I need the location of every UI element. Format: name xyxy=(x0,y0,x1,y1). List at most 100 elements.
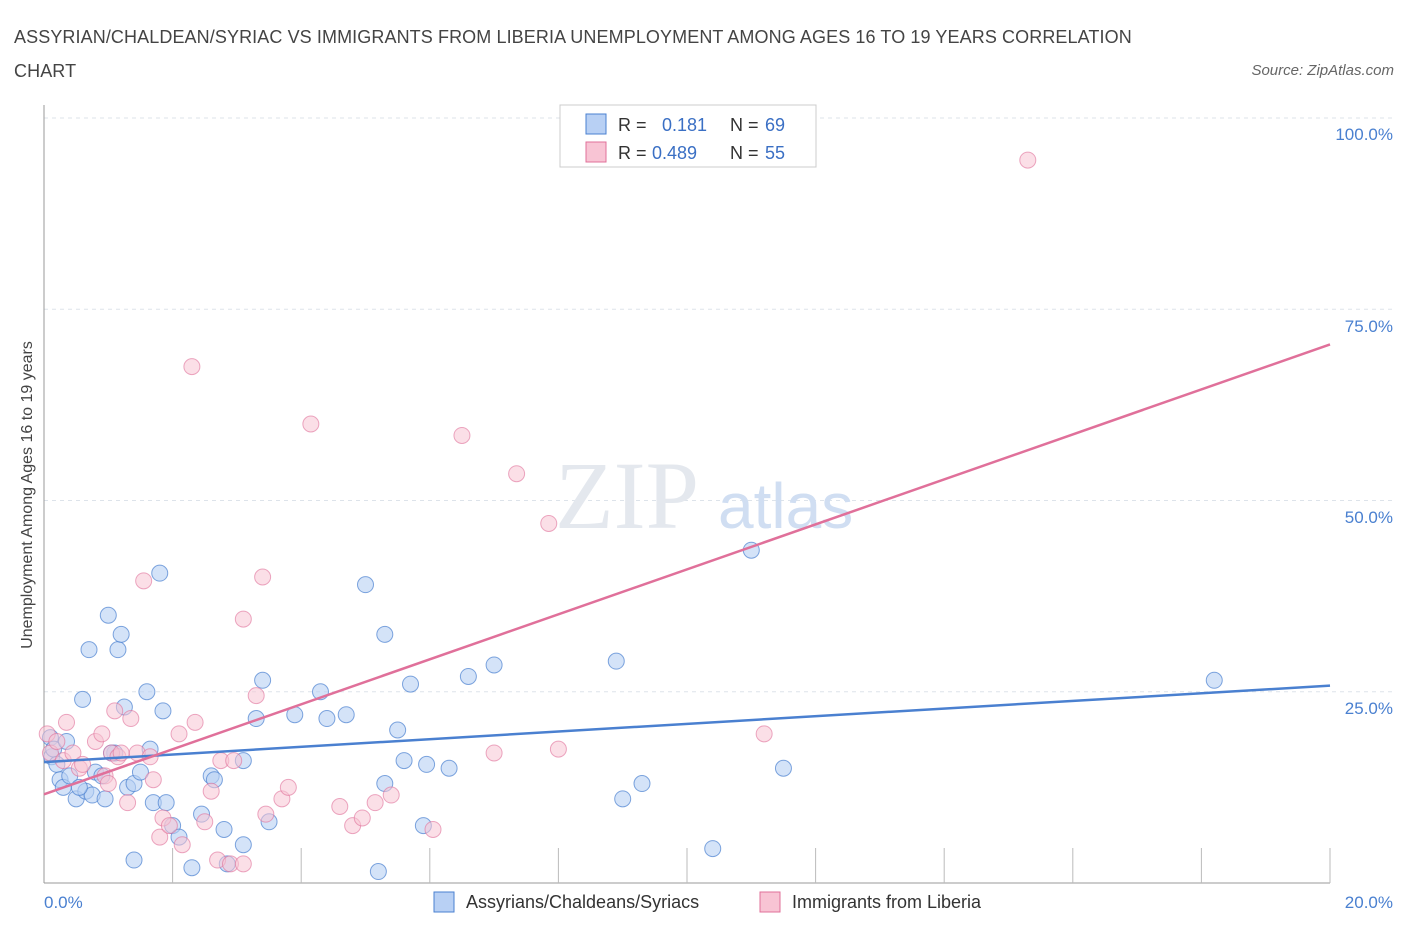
data-point-assyrians xyxy=(459,667,477,685)
data-point-assyrians xyxy=(318,710,336,728)
trend-line-assyrians xyxy=(43,684,1331,764)
data-point-liberia xyxy=(234,855,252,873)
data-point-liberia xyxy=(151,828,169,846)
data-point-assyrians xyxy=(402,675,420,693)
data-point-liberia xyxy=(196,813,214,831)
bottom-legend-swatch-blue xyxy=(433,891,455,913)
data-point-liberia xyxy=(234,610,252,628)
data-point-liberia xyxy=(106,702,124,720)
data-point-assyrians xyxy=(183,859,201,877)
data-point-assyrians xyxy=(154,702,172,720)
data-point-liberia xyxy=(119,794,137,812)
data-point-assyrians xyxy=(74,690,92,708)
data-point-liberia xyxy=(93,725,111,743)
data-point-assyrians xyxy=(337,706,355,724)
trend-line-liberia xyxy=(43,343,1331,796)
data-point-assyrians xyxy=(774,759,792,777)
data-point-liberia xyxy=(135,572,153,590)
data-point-assyrians xyxy=(157,794,175,812)
data-point-assyrians xyxy=(151,564,169,582)
y-tick-label-50: 50.0% xyxy=(1345,508,1393,527)
data-point-liberia xyxy=(58,713,76,731)
series-legend: Assyrians/Chaldeans/Syriacs Immigrants f… xyxy=(433,891,982,913)
x-tick-label-max: 20.0% xyxy=(1345,893,1393,912)
data-point-assyrians xyxy=(395,752,413,770)
bottom-legend-label-1: Assyrians/Chaldeans/Syriacs xyxy=(466,892,699,912)
legend-r-label-2: R = xyxy=(618,143,647,163)
series-liberia-points xyxy=(38,151,1037,873)
legend-r-value-2: 0.489 xyxy=(652,143,697,163)
data-point-liberia xyxy=(1019,151,1037,169)
legend-swatch-pink xyxy=(585,141,607,163)
data-point-assyrians xyxy=(704,840,722,858)
data-point-liberia xyxy=(485,744,503,762)
x-ticks xyxy=(172,848,1331,883)
data-point-liberia xyxy=(173,836,191,854)
watermark-atlas: atlas xyxy=(718,470,853,542)
data-point-assyrians xyxy=(418,755,436,773)
data-point-liberia xyxy=(186,713,204,731)
data-point-liberia xyxy=(202,782,220,800)
data-point-assyrians xyxy=(369,863,387,881)
bottom-legend-swatch-pink xyxy=(759,891,781,913)
data-point-liberia xyxy=(122,710,140,728)
data-point-assyrians xyxy=(633,775,651,793)
data-point-liberia xyxy=(247,687,265,705)
chart-title: ASSYRIAN/CHALDEAN/SYRIAC VS IMMIGRANTS F… xyxy=(14,27,1132,81)
legend-swatch-blue xyxy=(585,113,607,135)
data-point-assyrians xyxy=(1205,671,1223,689)
data-point-liberia xyxy=(99,775,117,793)
data-point-liberia xyxy=(144,771,162,789)
trend-lines xyxy=(43,343,1331,796)
data-point-liberia xyxy=(183,358,201,376)
data-point-assyrians xyxy=(357,576,374,594)
data-point-liberia xyxy=(279,778,297,796)
legend-r-label-1: R = xyxy=(618,115,647,135)
data-point-assyrians xyxy=(138,683,156,701)
data-point-liberia xyxy=(170,725,188,743)
data-point-liberia xyxy=(254,568,272,586)
y-tick-label-75: 75.0% xyxy=(1345,317,1393,336)
watermark-zip: ZIP xyxy=(555,442,699,549)
legend-n-label-2: N = xyxy=(730,143,759,163)
data-point-assyrians xyxy=(109,641,127,659)
data-point-liberia xyxy=(225,752,243,770)
legend-r-value-1: 0.181 xyxy=(662,115,707,135)
data-point-liberia xyxy=(549,740,567,758)
data-point-assyrians xyxy=(112,625,130,643)
data-point-liberia xyxy=(755,725,773,743)
data-point-liberia xyxy=(160,817,178,835)
data-point-liberia xyxy=(353,809,371,827)
data-point-assyrians xyxy=(440,759,458,777)
data-point-assyrians xyxy=(80,641,98,659)
data-point-liberia xyxy=(302,415,320,433)
data-point-liberia xyxy=(331,798,349,815)
data-point-assyrians xyxy=(376,625,394,643)
data-point-assyrians xyxy=(99,606,117,624)
y-axis-label: Unemployment Among Ages 16 to 19 years xyxy=(19,341,36,649)
data-point-assyrians xyxy=(234,836,252,854)
data-point-liberia xyxy=(453,426,471,444)
data-point-liberia xyxy=(540,514,558,532)
gridlines xyxy=(44,117,1392,693)
data-point-liberia xyxy=(366,794,384,812)
data-point-liberia xyxy=(48,732,66,750)
stats-legend: R = 0.181 N = 69 R = 0.489 N = 55 xyxy=(559,104,817,168)
data-point-assyrians xyxy=(96,790,114,808)
data-point-liberia xyxy=(257,805,275,823)
data-point-assyrians xyxy=(125,851,143,869)
data-point-liberia xyxy=(424,820,442,838)
bottom-legend-label-2: Immigrants from Liberia xyxy=(792,892,982,912)
data-point-liberia xyxy=(382,786,400,804)
legend-n-value-1: 69 xyxy=(765,115,785,135)
legend-n-value-2: 55 xyxy=(765,143,785,163)
series-assyrians-points xyxy=(41,541,1223,881)
data-point-assyrians xyxy=(389,721,407,739)
legend-n-label-1: N = xyxy=(730,115,759,135)
y-tick-label-100: 100.0% xyxy=(1335,125,1393,144)
data-point-liberia xyxy=(508,465,526,483)
x-tick-label-min: 0.0% xyxy=(44,893,83,912)
data-point-assyrians xyxy=(614,790,632,808)
data-point-assyrians xyxy=(131,763,149,781)
